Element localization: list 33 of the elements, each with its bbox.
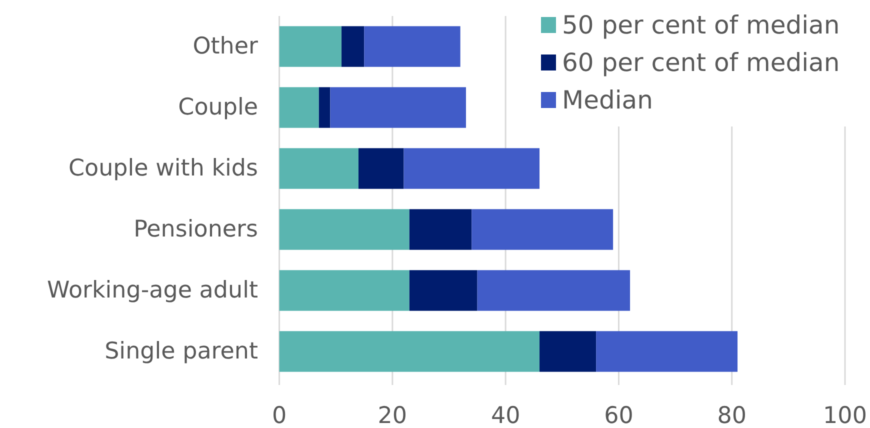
bar (364, 26, 460, 67)
bar (330, 87, 466, 128)
bar (540, 331, 596, 372)
bar (279, 26, 342, 67)
y-tick-label: Pensioners (134, 216, 258, 242)
bar (279, 148, 358, 189)
y-tick-label: Single parent (104, 338, 258, 364)
bar (358, 148, 404, 189)
y-tick-label: Working-age adult (47, 277, 258, 304)
bar (596, 331, 738, 372)
y-tick-label: Couple with kids (68, 156, 258, 182)
bar (409, 270, 478, 311)
legend-label: 50 per cent of median (562, 10, 840, 40)
x-tick-label: 60 (604, 403, 634, 428)
bar (279, 270, 410, 311)
x-tick-label: 40 (490, 403, 520, 428)
bar (404, 148, 540, 189)
bar (472, 209, 614, 250)
bar (279, 87, 319, 128)
x-tick-label: 80 (717, 403, 746, 428)
bar (318, 87, 330, 128)
x-tick-label: 0 (272, 403, 287, 428)
bar (342, 26, 364, 67)
legend-label: 60 per cent of median (562, 48, 840, 77)
bar (279, 331, 540, 372)
x-tick-label: 20 (378, 403, 408, 428)
y-tick-label: Couple (178, 94, 258, 121)
bar (279, 209, 410, 250)
y-tick-label: Other (192, 34, 259, 60)
bar (477, 270, 630, 311)
x-tick-label: 100 (823, 403, 867, 428)
legend-label: Median (562, 86, 653, 114)
bar (409, 209, 472, 250)
